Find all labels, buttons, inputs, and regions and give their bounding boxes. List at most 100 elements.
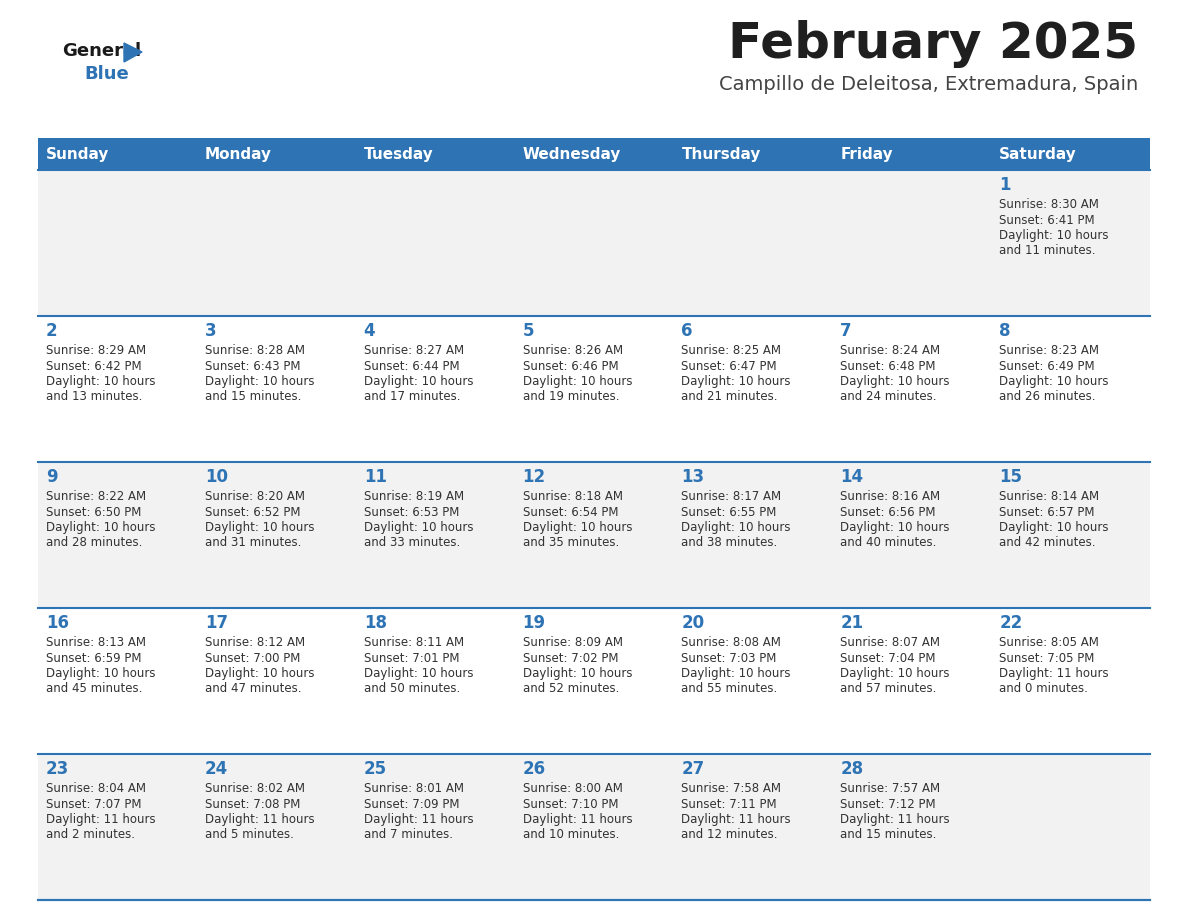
Text: Daylight: 11 hours: Daylight: 11 hours [682, 813, 791, 826]
Text: Sunrise: 8:20 AM: Sunrise: 8:20 AM [204, 490, 305, 503]
Text: Sunset: 6:41 PM: Sunset: 6:41 PM [999, 214, 1095, 227]
Text: February 2025: February 2025 [728, 20, 1138, 68]
Text: General: General [62, 42, 141, 60]
Text: Daylight: 10 hours: Daylight: 10 hours [999, 375, 1108, 388]
Bar [38, 170, 1150, 316]
Text: Sunrise: 7:57 AM: Sunrise: 7:57 AM [840, 782, 941, 795]
Text: Sunrise: 8:16 AM: Sunrise: 8:16 AM [840, 490, 941, 503]
Text: 2: 2 [46, 322, 58, 340]
Text: Sunset: 7:11 PM: Sunset: 7:11 PM [682, 798, 777, 811]
Text: Sunset: 7:03 PM: Sunset: 7:03 PM [682, 652, 777, 665]
Text: Daylight: 10 hours: Daylight: 10 hours [46, 667, 156, 680]
Text: 12: 12 [523, 468, 545, 486]
Text: and 52 minutes.: and 52 minutes. [523, 682, 619, 696]
Text: and 26 minutes.: and 26 minutes. [999, 390, 1095, 404]
Text: 16: 16 [46, 614, 69, 632]
Text: and 33 minutes.: and 33 minutes. [364, 536, 460, 550]
Text: Daylight: 10 hours: Daylight: 10 hours [682, 667, 791, 680]
Text: and 35 minutes.: and 35 minutes. [523, 536, 619, 550]
Text: Sunrise: 8:29 AM: Sunrise: 8:29 AM [46, 344, 146, 357]
Text: Sunset: 6:48 PM: Sunset: 6:48 PM [840, 360, 936, 373]
Text: and 45 minutes.: and 45 minutes. [46, 682, 143, 696]
Text: Sunrise: 8:08 AM: Sunrise: 8:08 AM [682, 636, 782, 649]
Text: and 17 minutes.: and 17 minutes. [364, 390, 460, 404]
Text: 20: 20 [682, 614, 704, 632]
Text: Sunset: 7:08 PM: Sunset: 7:08 PM [204, 798, 301, 811]
Text: 4: 4 [364, 322, 375, 340]
Text: 24: 24 [204, 760, 228, 778]
Text: Sunset: 6:49 PM: Sunset: 6:49 PM [999, 360, 1095, 373]
Text: Sunrise: 8:02 AM: Sunrise: 8:02 AM [204, 782, 305, 795]
Text: Sunrise: 8:19 AM: Sunrise: 8:19 AM [364, 490, 463, 503]
Text: Daylight: 10 hours: Daylight: 10 hours [204, 521, 315, 534]
Text: 3: 3 [204, 322, 216, 340]
Text: and 12 minutes.: and 12 minutes. [682, 829, 778, 842]
Text: Daylight: 10 hours: Daylight: 10 hours [46, 521, 156, 534]
Text: 17: 17 [204, 614, 228, 632]
Text: Daylight: 10 hours: Daylight: 10 hours [840, 375, 949, 388]
Text: Sunset: 7:02 PM: Sunset: 7:02 PM [523, 652, 618, 665]
Text: 18: 18 [364, 614, 387, 632]
Text: Daylight: 11 hours: Daylight: 11 hours [840, 813, 950, 826]
Text: 9: 9 [46, 468, 58, 486]
Text: Sunrise: 8:24 AM: Sunrise: 8:24 AM [840, 344, 941, 357]
Text: Daylight: 10 hours: Daylight: 10 hours [999, 229, 1108, 242]
Text: and 24 minutes.: and 24 minutes. [840, 390, 937, 404]
Text: Sunrise: 8:04 AM: Sunrise: 8:04 AM [46, 782, 146, 795]
Text: 25: 25 [364, 760, 387, 778]
Text: 11: 11 [364, 468, 387, 486]
Text: 8: 8 [999, 322, 1011, 340]
Text: Daylight: 11 hours: Daylight: 11 hours [523, 813, 632, 826]
Text: 27: 27 [682, 760, 704, 778]
Text: Sunrise: 8:00 AM: Sunrise: 8:00 AM [523, 782, 623, 795]
Text: Sunset: 6:46 PM: Sunset: 6:46 PM [523, 360, 618, 373]
Text: Sunset: 6:53 PM: Sunset: 6:53 PM [364, 506, 459, 519]
Text: Campillo de Deleitosa, Extremadura, Spain: Campillo de Deleitosa, Extremadura, Spai… [719, 75, 1138, 94]
Text: Sunset: 6:50 PM: Sunset: 6:50 PM [46, 506, 141, 519]
Text: Sunset: 6:52 PM: Sunset: 6:52 PM [204, 506, 301, 519]
Text: and 57 minutes.: and 57 minutes. [840, 682, 936, 696]
Text: Sunrise: 8:28 AM: Sunrise: 8:28 AM [204, 344, 305, 357]
Text: Sunset: 6:54 PM: Sunset: 6:54 PM [523, 506, 618, 519]
Text: Sunrise: 8:17 AM: Sunrise: 8:17 AM [682, 490, 782, 503]
Text: Daylight: 10 hours: Daylight: 10 hours [46, 375, 156, 388]
Text: and 31 minutes.: and 31 minutes. [204, 536, 302, 550]
Text: Daylight: 10 hours: Daylight: 10 hours [523, 667, 632, 680]
Text: Sunset: 6:59 PM: Sunset: 6:59 PM [46, 652, 141, 665]
Text: Sunset: 7:07 PM: Sunset: 7:07 PM [46, 798, 141, 811]
Text: Daylight: 11 hours: Daylight: 11 hours [364, 813, 473, 826]
Text: 23: 23 [46, 760, 69, 778]
Text: Tuesday: Tuesday [364, 147, 434, 162]
Text: Saturday: Saturday [999, 147, 1076, 162]
Text: Sunset: 6:56 PM: Sunset: 6:56 PM [840, 506, 936, 519]
Text: Daylight: 10 hours: Daylight: 10 hours [682, 521, 791, 534]
Text: Daylight: 10 hours: Daylight: 10 hours [682, 375, 791, 388]
Text: 21: 21 [840, 614, 864, 632]
Bar [38, 316, 1150, 462]
Text: and 5 minutes.: and 5 minutes. [204, 829, 293, 842]
Text: Sunset: 6:42 PM: Sunset: 6:42 PM [46, 360, 141, 373]
Text: 19: 19 [523, 614, 545, 632]
Text: Sunrise: 8:18 AM: Sunrise: 8:18 AM [523, 490, 623, 503]
Text: Sunset: 7:05 PM: Sunset: 7:05 PM [999, 652, 1094, 665]
Text: Sunrise: 8:09 AM: Sunrise: 8:09 AM [523, 636, 623, 649]
Text: Sunday: Sunday [46, 147, 109, 162]
Text: and 11 minutes.: and 11 minutes. [999, 244, 1095, 258]
Text: Sunrise: 8:14 AM: Sunrise: 8:14 AM [999, 490, 1099, 503]
Text: Sunrise: 8:13 AM: Sunrise: 8:13 AM [46, 636, 146, 649]
Text: Sunrise: 8:11 AM: Sunrise: 8:11 AM [364, 636, 463, 649]
Text: Sunset: 7:10 PM: Sunset: 7:10 PM [523, 798, 618, 811]
Text: 22: 22 [999, 614, 1023, 632]
Text: Sunrise: 8:01 AM: Sunrise: 8:01 AM [364, 782, 463, 795]
Text: Sunrise: 8:25 AM: Sunrise: 8:25 AM [682, 344, 782, 357]
Text: 6: 6 [682, 322, 693, 340]
Text: Daylight: 10 hours: Daylight: 10 hours [840, 521, 949, 534]
Bar [38, 138, 1150, 170]
Text: and 38 minutes.: and 38 minutes. [682, 536, 778, 550]
Text: Sunrise: 8:23 AM: Sunrise: 8:23 AM [999, 344, 1099, 357]
Text: and 50 minutes.: and 50 minutes. [364, 682, 460, 696]
Text: Sunset: 7:09 PM: Sunset: 7:09 PM [364, 798, 460, 811]
Text: 14: 14 [840, 468, 864, 486]
Text: Sunrise: 8:07 AM: Sunrise: 8:07 AM [840, 636, 940, 649]
Text: Sunset: 6:44 PM: Sunset: 6:44 PM [364, 360, 460, 373]
